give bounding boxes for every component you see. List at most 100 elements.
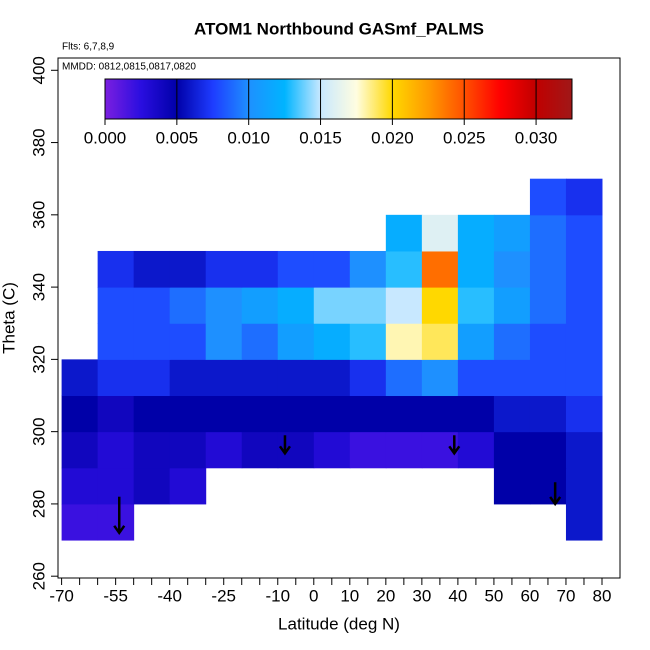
heatmap-cell bbox=[529, 431, 567, 469]
arrow-head bbox=[549, 496, 562, 507]
colorbar-tick-label: 0.025 bbox=[443, 128, 486, 147]
heatmap-cell bbox=[277, 323, 315, 360]
heatmap-cell bbox=[385, 323, 423, 360]
heatmap-cell bbox=[385, 359, 423, 397]
heatmap-cell bbox=[169, 287, 207, 324]
y-tick-label: 340 bbox=[29, 273, 48, 301]
y-tick-label: 320 bbox=[29, 345, 48, 373]
heatmap-cell bbox=[133, 467, 171, 505]
heatmap-cell bbox=[457, 214, 495, 252]
heatmap-cell bbox=[97, 467, 135, 505]
arrow bbox=[113, 496, 126, 535]
x-tick-label: -70 bbox=[49, 586, 74, 605]
heatmap-cell bbox=[493, 467, 531, 505]
x-tick-label: -25 bbox=[211, 586, 236, 605]
heatmap-cell bbox=[565, 323, 603, 360]
heatmap-cell bbox=[385, 395, 423, 433]
heatmap-cell bbox=[565, 395, 603, 433]
heatmap-cell bbox=[61, 395, 99, 433]
heatmap-cell bbox=[277, 395, 315, 433]
heatmap-cell bbox=[529, 287, 567, 324]
colorbar-tick-label: 0.020 bbox=[371, 128, 414, 147]
heatmap-cell bbox=[565, 431, 603, 469]
heatmap-cell bbox=[169, 323, 207, 360]
heatmap-cell bbox=[313, 395, 351, 433]
heatmap-cell bbox=[385, 250, 423, 288]
heatmap-cell bbox=[169, 395, 207, 433]
heatmap-cell bbox=[241, 395, 279, 433]
heatmap-cell bbox=[97, 359, 135, 397]
x-tick-label: 70 bbox=[557, 586, 576, 605]
heatmap-cell bbox=[349, 250, 387, 288]
heatmap-cell bbox=[205, 431, 243, 469]
heatmap-cell bbox=[313, 359, 351, 397]
arrow-head bbox=[448, 445, 461, 456]
heatmap-cell bbox=[565, 503, 603, 541]
heatmap-cell bbox=[493, 323, 531, 360]
heatmap-cell bbox=[457, 287, 495, 324]
colorbar bbox=[104, 78, 573, 120]
heatmap-cell bbox=[529, 323, 567, 360]
heatmap-cell bbox=[493, 287, 531, 324]
heatmap-cell bbox=[529, 250, 567, 288]
heatmap-cell bbox=[457, 323, 495, 360]
heatmap-cell bbox=[169, 359, 207, 397]
heatmap-cell bbox=[493, 431, 531, 469]
x-tick-label: -10 bbox=[265, 586, 290, 605]
heatmap-cell bbox=[241, 323, 279, 360]
heatmap-cell bbox=[565, 359, 603, 397]
heatmap-cell bbox=[241, 287, 279, 324]
heatmap-cell bbox=[493, 250, 531, 288]
y-tick-label: 300 bbox=[29, 417, 48, 445]
x-tick-label: -40 bbox=[157, 586, 182, 605]
heatmap-cell bbox=[565, 178, 603, 216]
heatmap-cell bbox=[385, 287, 423, 324]
heatmap-cell bbox=[457, 395, 495, 433]
heatmap-cell bbox=[169, 250, 207, 288]
heatmap-cell bbox=[529, 467, 567, 505]
colorbar-tick-label: 0.030 bbox=[515, 128, 558, 147]
chart-title: ATOM1 Northbound GASmf_PALMS bbox=[194, 19, 484, 38]
heatmap-cell bbox=[385, 214, 423, 252]
heatmap-cell bbox=[385, 431, 423, 469]
heatmap-cell bbox=[97, 431, 135, 469]
heatmap-cell bbox=[457, 431, 495, 469]
heatmap-cell bbox=[529, 359, 567, 397]
x-tick-label: 0 bbox=[309, 586, 318, 605]
heatmap-cell bbox=[61, 431, 99, 469]
heatmap-cell bbox=[493, 359, 531, 397]
heatmap-cell bbox=[133, 323, 171, 360]
heatmap-cell bbox=[349, 359, 387, 397]
colorbar-tick-label: 0.000 bbox=[84, 128, 127, 147]
heatmap-cell bbox=[421, 395, 459, 433]
plot-frame bbox=[57, 57, 621, 579]
heatmap-cell bbox=[421, 323, 459, 360]
x-tick-label: 60 bbox=[520, 586, 539, 605]
annotation: MMDD: 0812,0815,0817,0820 bbox=[62, 62, 196, 73]
heatmap-cell bbox=[529, 178, 567, 216]
heatmap-cell bbox=[61, 503, 99, 541]
heatmap-cell bbox=[133, 395, 171, 433]
y-tick-label: 260 bbox=[29, 562, 48, 590]
heatmap-cell bbox=[241, 250, 279, 288]
heatmap-cell bbox=[277, 359, 315, 397]
heatmap-cell bbox=[349, 431, 387, 469]
y-tick-label: 360 bbox=[29, 201, 48, 229]
y-tick-label: 400 bbox=[29, 56, 48, 84]
heatmap-cell bbox=[349, 395, 387, 433]
heatmap-cell bbox=[169, 467, 207, 505]
x-tick-label: 30 bbox=[412, 586, 431, 605]
heatmap-cell bbox=[61, 467, 99, 505]
heatmap-cell bbox=[133, 431, 171, 469]
colorbar-tick-label: 0.005 bbox=[156, 128, 199, 147]
heatmap-cell bbox=[169, 431, 207, 469]
heatmap-cell bbox=[97, 503, 135, 541]
heatmap-cell bbox=[97, 287, 135, 324]
heatmap-cell bbox=[313, 323, 351, 360]
x-axis-label: Latitude (deg N) bbox=[278, 614, 400, 633]
heatmap-cell bbox=[565, 287, 603, 324]
heatmap-cell bbox=[277, 287, 315, 324]
arrow bbox=[549, 482, 562, 507]
heatmap-cell bbox=[493, 395, 531, 433]
x-tick-label: 20 bbox=[376, 586, 395, 605]
